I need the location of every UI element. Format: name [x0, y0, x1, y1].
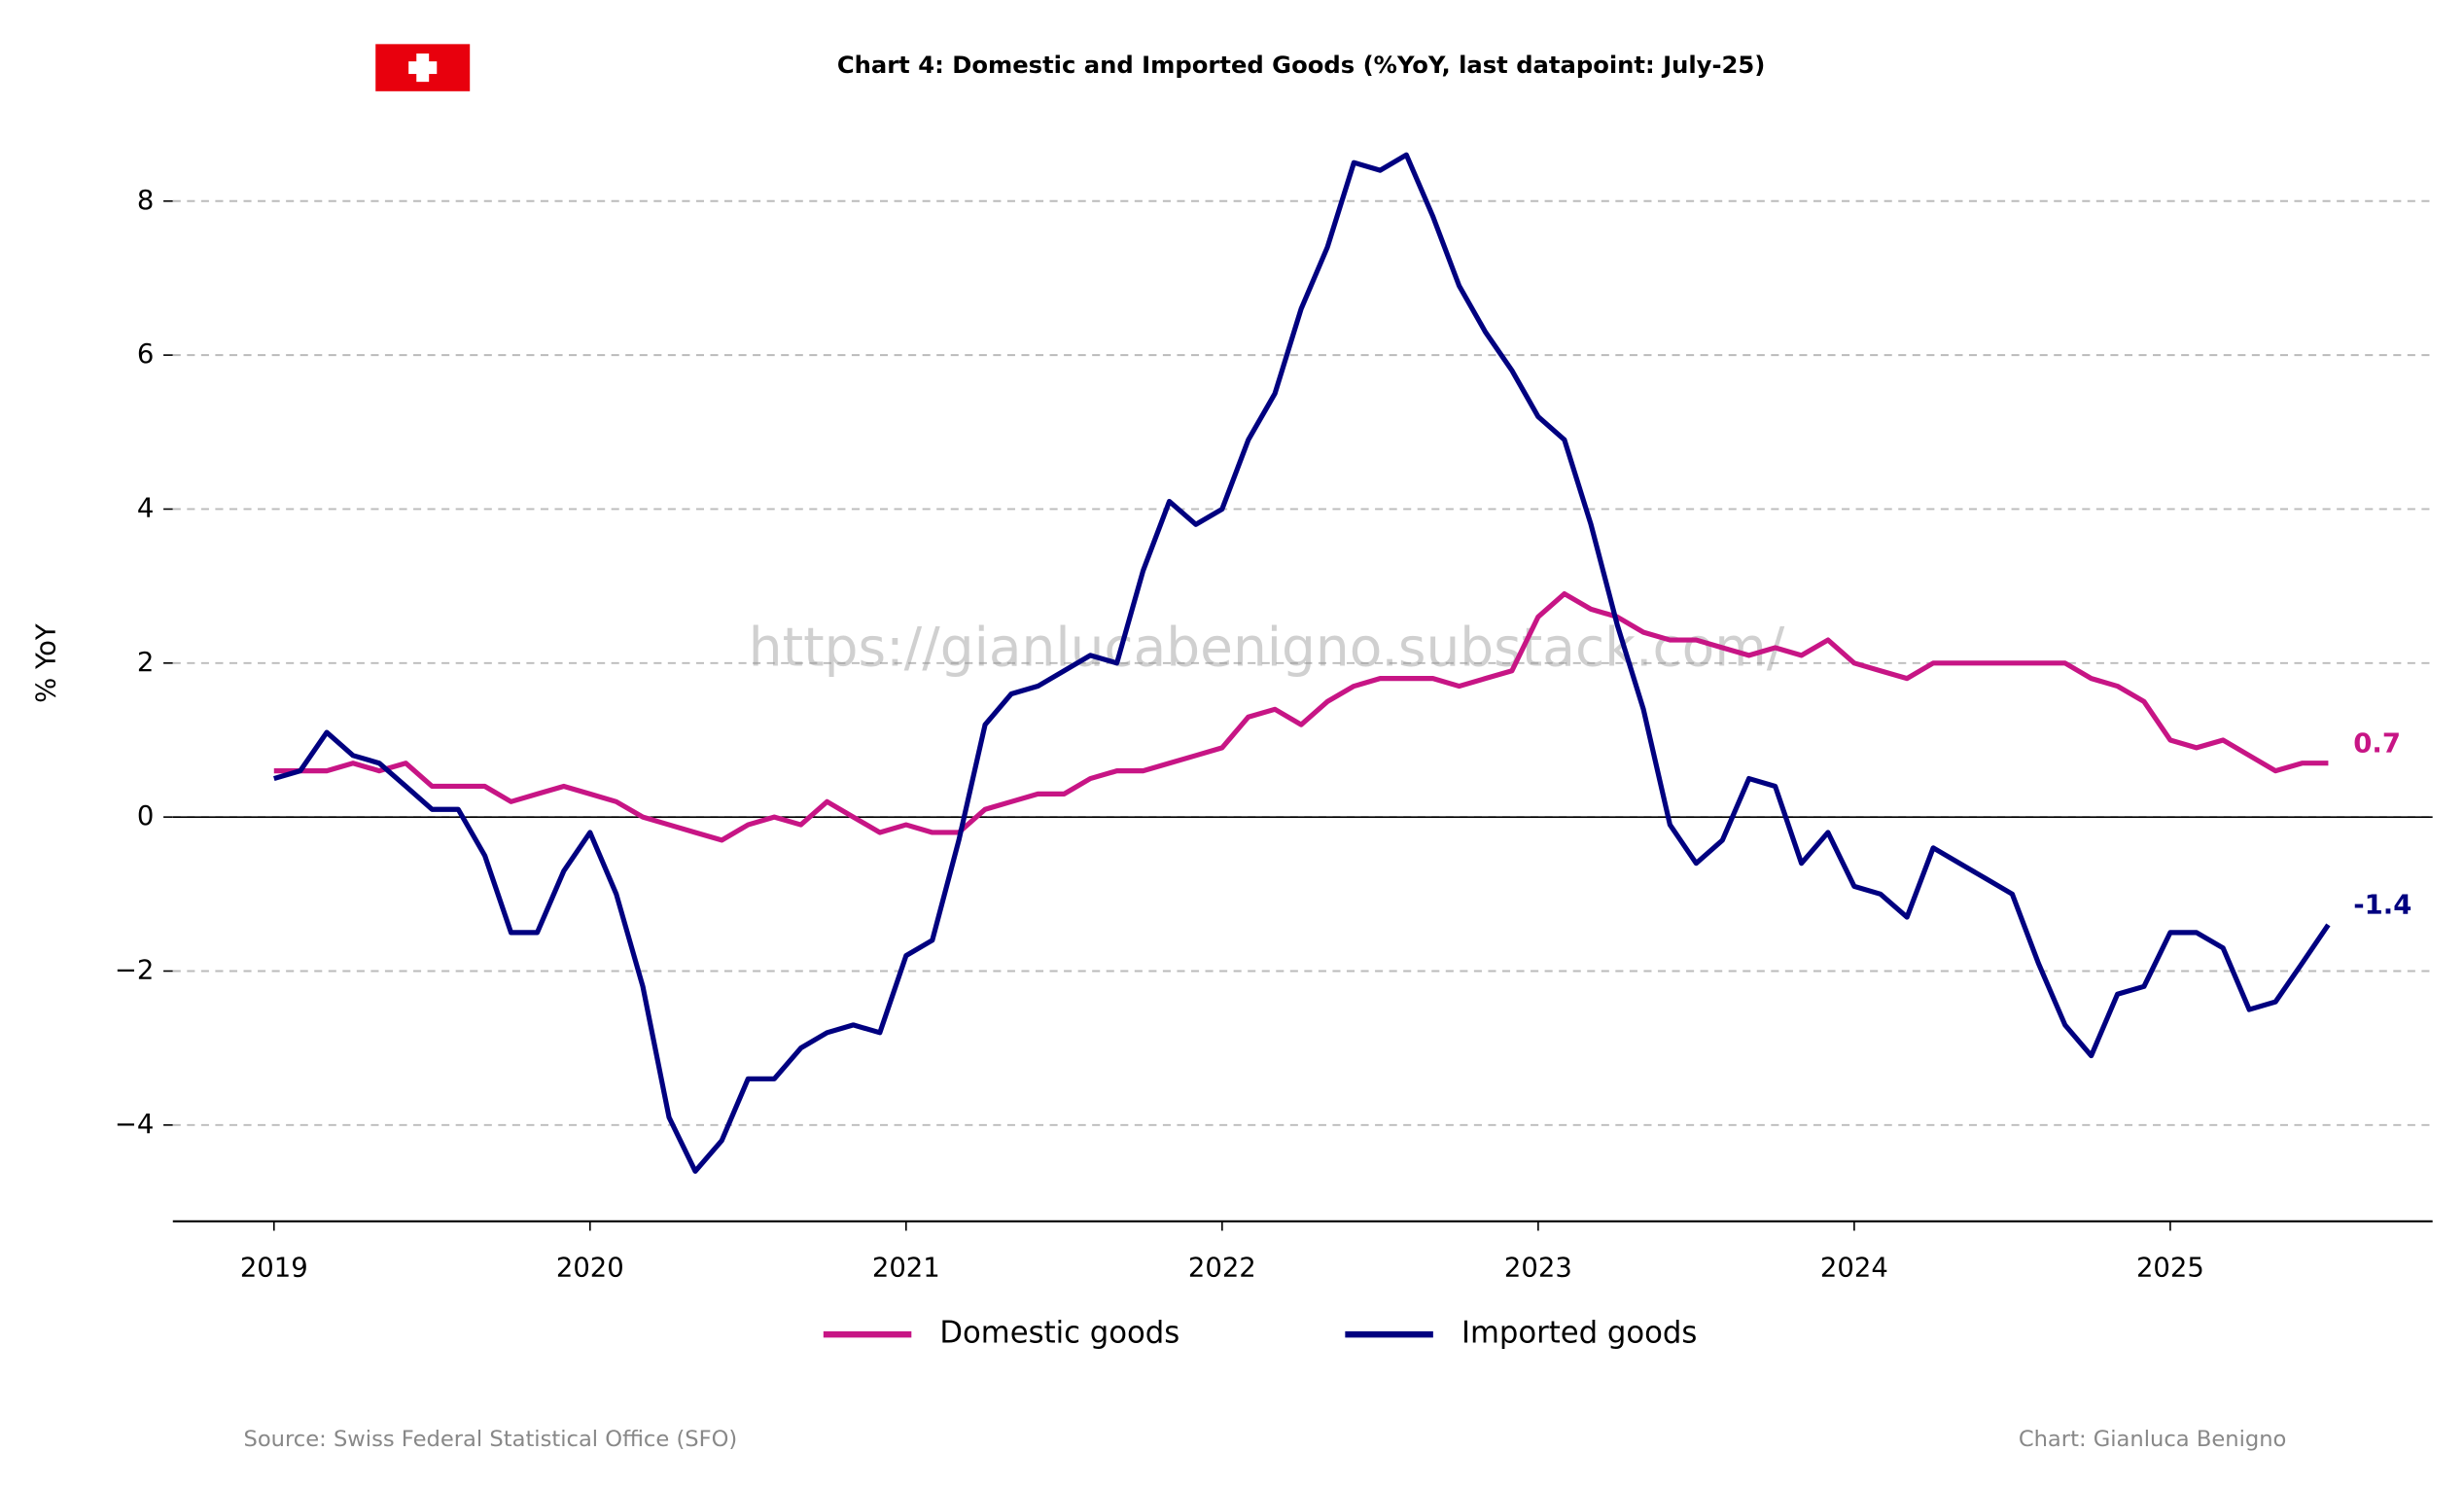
legend-label: Domestic goods	[939, 1317, 1179, 1351]
watermark: https://gianlucabenigno.substack.com/	[749, 616, 1785, 678]
series-line	[273, 590, 2329, 843]
credit: Chart: Gianluca Benigno	[2019, 1427, 2287, 1452]
chart-title: Chart 4: Domestic and Imported Goods (%Y…	[837, 51, 1766, 79]
y-tick-label: 0	[137, 801, 154, 832]
y-tick-label: 2	[137, 648, 154, 678]
y-tick-label: 6	[137, 339, 154, 370]
end-label: -1.4	[2353, 891, 2411, 921]
y-tick-label: −4	[115, 1110, 155, 1140]
flag-cross	[408, 61, 438, 75]
x-tick-label: 2019	[240, 1253, 308, 1283]
flag	[375, 44, 471, 91]
x-tick-label: 2025	[2136, 1253, 2204, 1283]
y-tick-label: 4	[137, 493, 154, 523]
y-axis-label: % YoY	[31, 623, 61, 703]
x-tick-label: 2022	[1188, 1253, 1256, 1283]
x-tick-label: 2021	[872, 1253, 940, 1283]
legend-label: Imported goods	[1461, 1317, 1697, 1351]
series-line	[273, 152, 2331, 1174]
y-tick-label: −2	[115, 955, 155, 985]
end-label: 0.7	[2353, 728, 2401, 759]
y-tick-label: 8	[137, 186, 154, 216]
x-tick-label: 2024	[1820, 1253, 1888, 1283]
source: Source: Swiss Federal Statistical Office…	[243, 1427, 737, 1452]
x-tick-label: 2020	[556, 1253, 624, 1283]
x-tick-label: 2023	[1504, 1253, 1572, 1283]
